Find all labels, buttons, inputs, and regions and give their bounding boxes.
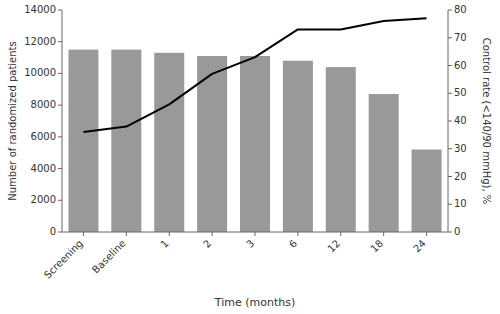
line <box>83 18 426 132</box>
x-tick <box>169 232 170 236</box>
bar <box>240 56 270 232</box>
y2-tick <box>448 93 452 94</box>
y2-tick-label: 70 <box>454 32 467 43</box>
bar <box>68 50 98 232</box>
y2-tick-label: 30 <box>454 143 467 154</box>
y2-tick <box>448 121 452 122</box>
x-tick-label: 18 <box>368 238 385 255</box>
y-tick <box>58 200 62 201</box>
axes: 0 2000 4000 6000 8000 10000 12000 14000 0 10 20 30 4… <box>24 4 467 281</box>
x-tick-label: 12 <box>325 238 342 255</box>
x-tick <box>340 232 341 236</box>
y-tick <box>58 41 62 42</box>
x-tick-label: 2 <box>201 238 213 250</box>
plot-area <box>68 18 441 232</box>
bar <box>283 61 313 232</box>
y-tick-label: 10000 <box>24 67 56 78</box>
y2-tick <box>448 10 452 11</box>
y2-tick <box>448 65 452 66</box>
x-tick <box>83 232 84 236</box>
y-tick-label: 6000 <box>31 131 56 142</box>
x-axis-title: Time (months) <box>214 296 295 309</box>
x-tick-label: 3 <box>244 238 256 250</box>
x-tick-label: 24 <box>411 238 428 255</box>
y2-tick-label: 40 <box>454 115 467 126</box>
y2-tick <box>448 232 452 233</box>
x-tick-label: Baseline <box>90 238 128 276</box>
bar <box>412 150 442 232</box>
y-tick-label: 0 <box>50 226 56 237</box>
y-axis-line <box>62 10 63 232</box>
y-tick <box>58 10 62 11</box>
y2-tick <box>448 176 452 177</box>
bar <box>154 53 184 232</box>
x-tick <box>212 232 213 236</box>
bar <box>111 50 141 232</box>
y2-tick-label: 0 <box>454 226 460 237</box>
y-tick-label: 4000 <box>31 163 56 174</box>
y-tick-label: 12000 <box>24 36 56 47</box>
y-tick <box>58 168 62 169</box>
y-tick-label: 8000 <box>31 99 56 110</box>
x-tick <box>383 232 384 236</box>
y2-tick <box>448 148 452 149</box>
y-tick <box>58 232 62 233</box>
bar <box>369 94 399 232</box>
y-tick <box>58 105 62 106</box>
x-tick-label: 1 <box>158 238 170 250</box>
y-tick-label: 2000 <box>31 194 56 205</box>
y2-tick-label: 10 <box>454 198 467 209</box>
y2-tick-label: 60 <box>454 60 467 71</box>
y2-tick <box>448 37 452 38</box>
y2-tick <box>448 204 452 205</box>
y-tick <box>58 136 62 137</box>
y-tick-label: 14000 <box>24 4 56 15</box>
chart-container: 0 2000 4000 6000 8000 10000 12000 14000 0 10 20 30 4… <box>0 0 500 314</box>
y-axis-title: Number of randomized patients <box>7 41 18 200</box>
y2-axis-title: Control rate (<140/90 mmHg), % <box>481 38 492 205</box>
x-tick <box>255 232 256 236</box>
y-tick <box>58 73 62 74</box>
bar <box>326 67 356 232</box>
y2-tick-label: 20 <box>454 171 467 182</box>
y2-tick-label: 50 <box>454 87 467 98</box>
x-tick-label: 6 <box>287 238 299 250</box>
x-tick <box>297 232 298 236</box>
x-tick <box>426 232 427 236</box>
x-tick-label: Screening <box>42 238 85 281</box>
y2-tick-label: 80 <box>454 4 467 15</box>
x-tick <box>126 232 127 236</box>
chart-svg: 0 2000 4000 6000 8000 10000 12000 14000 0 10 20 30 4… <box>0 0 500 314</box>
